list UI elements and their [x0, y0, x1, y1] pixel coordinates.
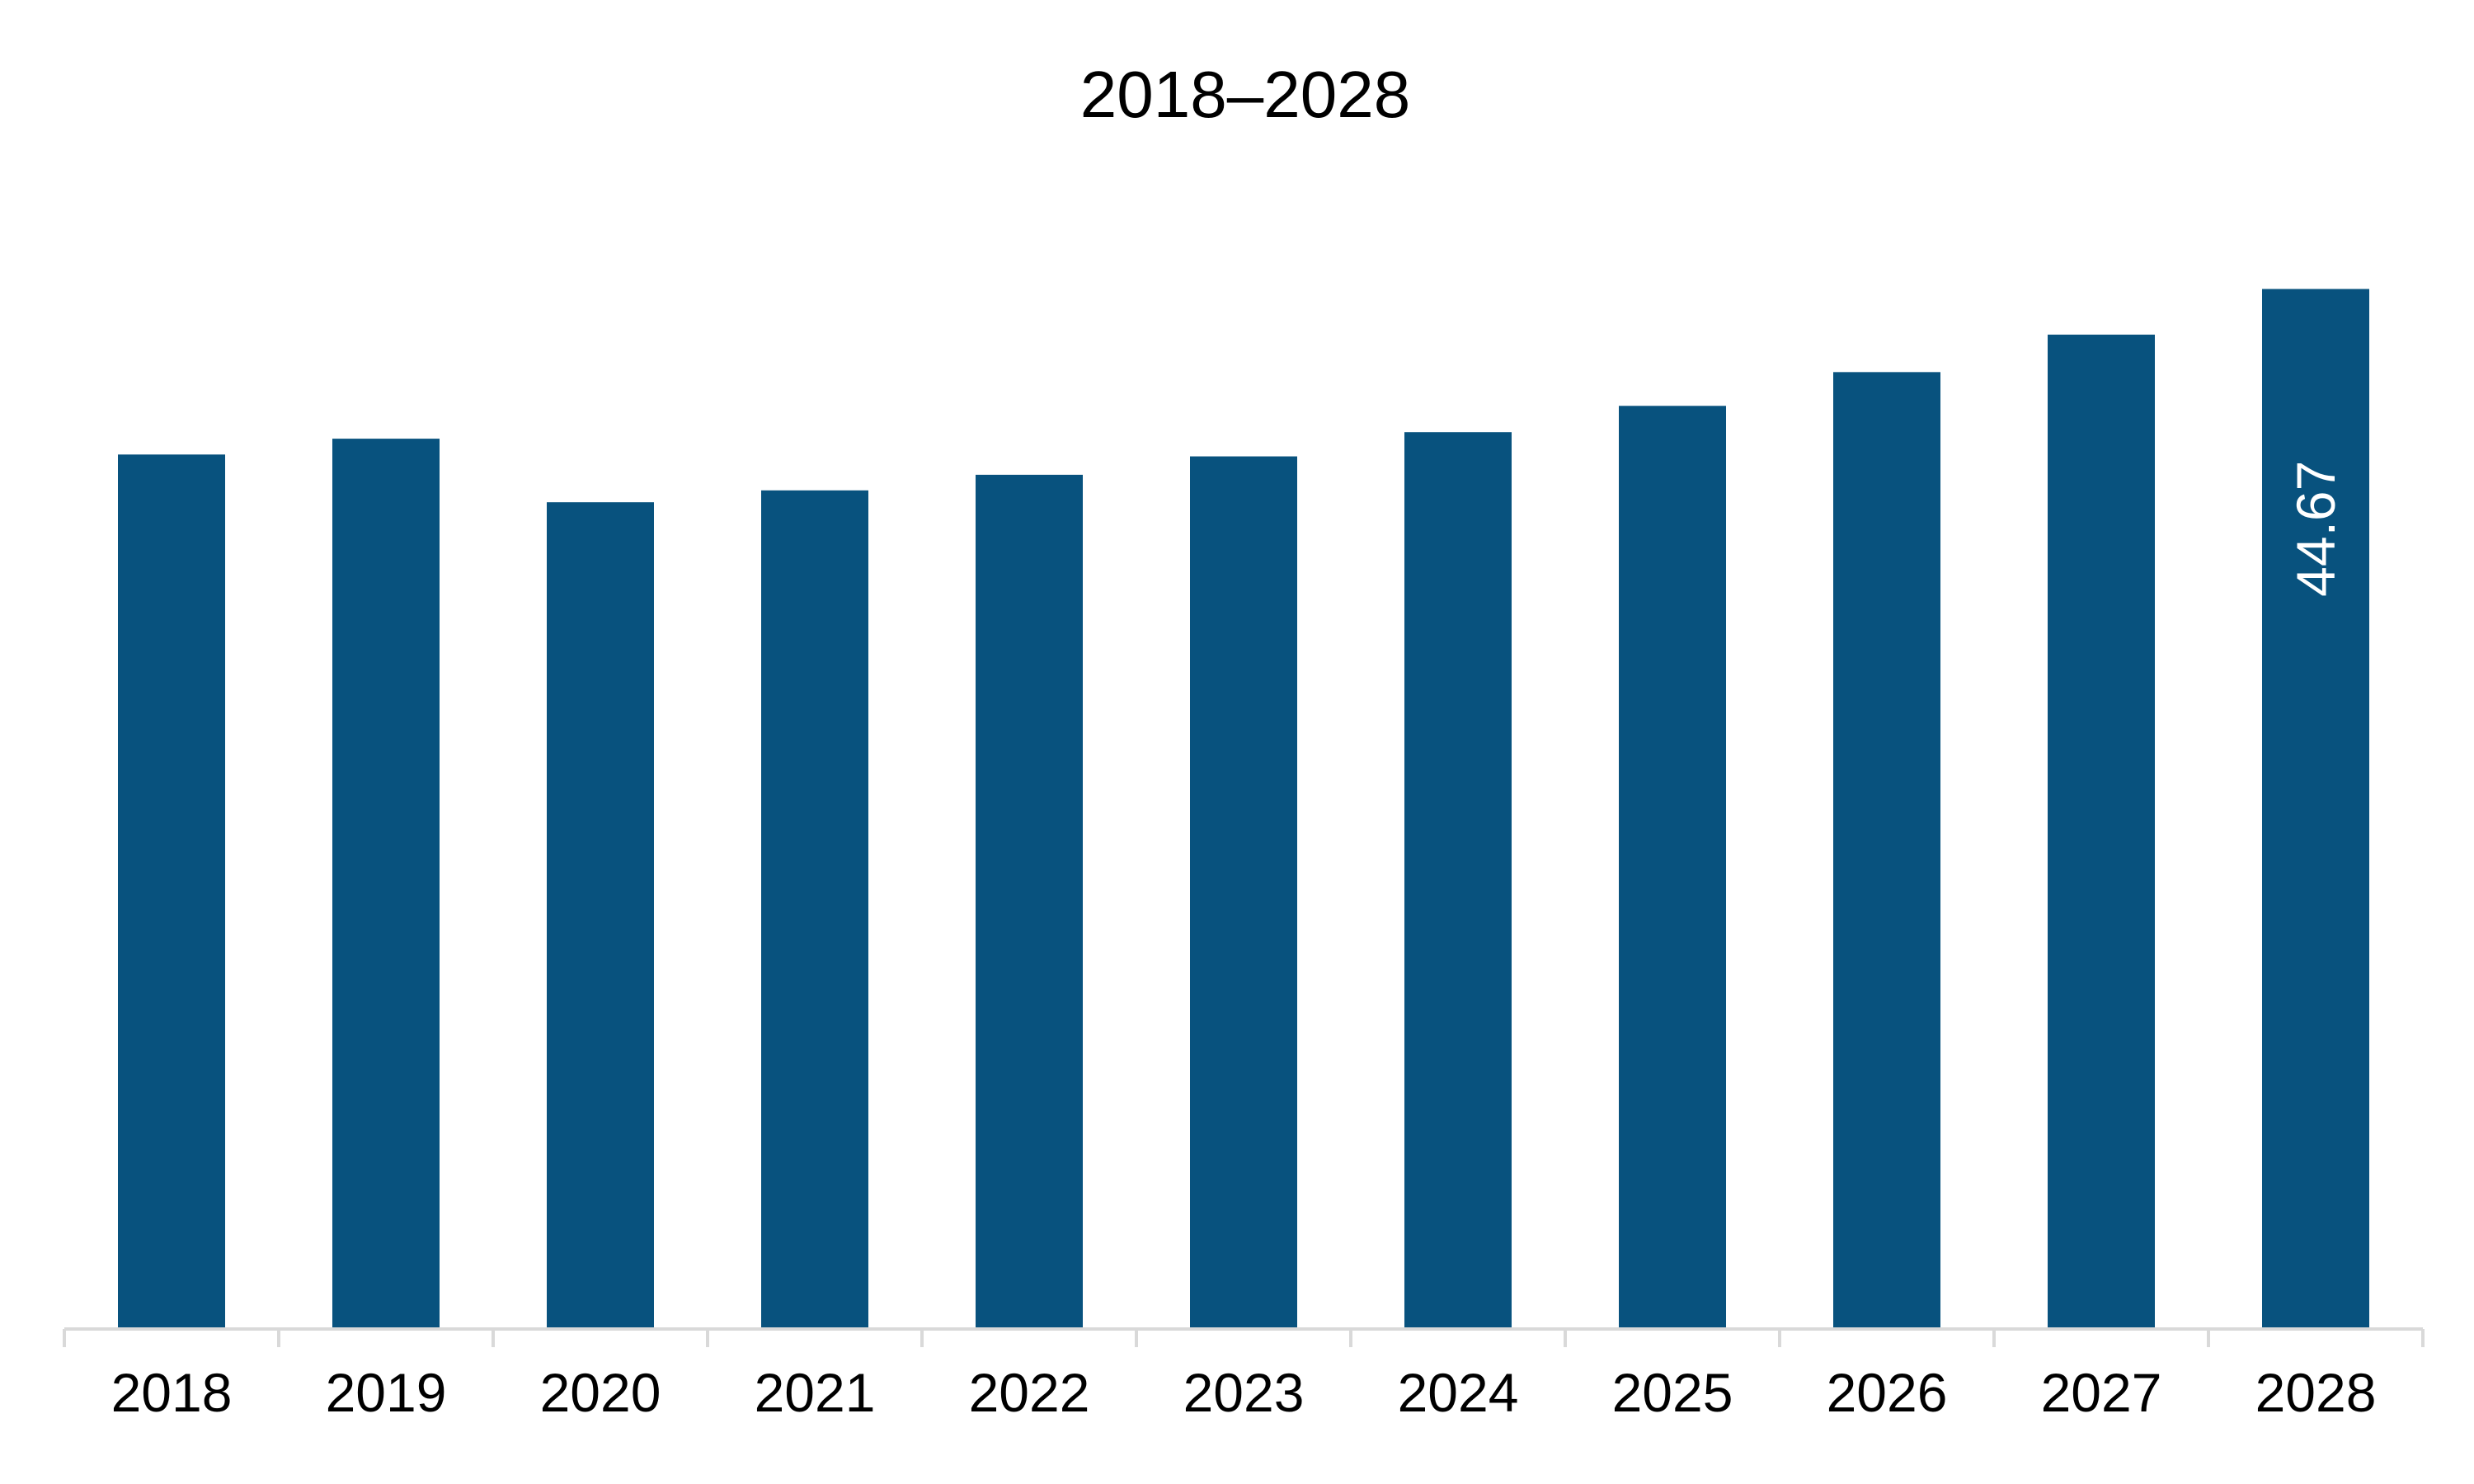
x-tick-label-2026: 2026: [1827, 1362, 1948, 1423]
bar-2020: [547, 502, 654, 1329]
x-tick-label-2021: 2021: [755, 1362, 876, 1423]
bar-2018: [118, 454, 225, 1329]
data-label-2028: 44.67: [2285, 461, 2346, 597]
bar-2021: [761, 490, 868, 1329]
x-tick-label-2020: 2020: [540, 1362, 661, 1423]
x-tick-label-2025: 2025: [1612, 1362, 1733, 1423]
chart-title: 2018–2028: [1080, 58, 1410, 131]
bar-2022: [976, 474, 1083, 1329]
bar-2025: [1619, 406, 1726, 1330]
data-labels: 44.67: [2285, 461, 2346, 597]
x-tick-label-2024: 2024: [1398, 1362, 1519, 1423]
x-tick-label-2023: 2023: [1183, 1362, 1305, 1423]
x-tick-labels: 2018 2019 2020 2021 2022 2023 2024 2025 2026 2027…: [111, 1362, 2377, 1423]
bar-2028: [2262, 289, 2369, 1330]
bar-2023: [1190, 456, 1297, 1329]
x-tick-label-2018: 2018: [111, 1362, 233, 1423]
bar-2026: [1833, 372, 1940, 1330]
x-tick-label-2027: 2027: [2041, 1362, 2162, 1423]
bar-2027: [2048, 334, 2155, 1329]
x-axis: [63, 1327, 2425, 1347]
x-tick-label-2022: 2022: [969, 1362, 1090, 1423]
bar-2024: [1404, 432, 1512, 1329]
bars-group: [118, 289, 2369, 1330]
bar-2019: [332, 439, 440, 1329]
x-tick-label-2028: 2028: [2255, 1362, 2377, 1423]
x-tick-label-2019: 2019: [326, 1362, 447, 1423]
